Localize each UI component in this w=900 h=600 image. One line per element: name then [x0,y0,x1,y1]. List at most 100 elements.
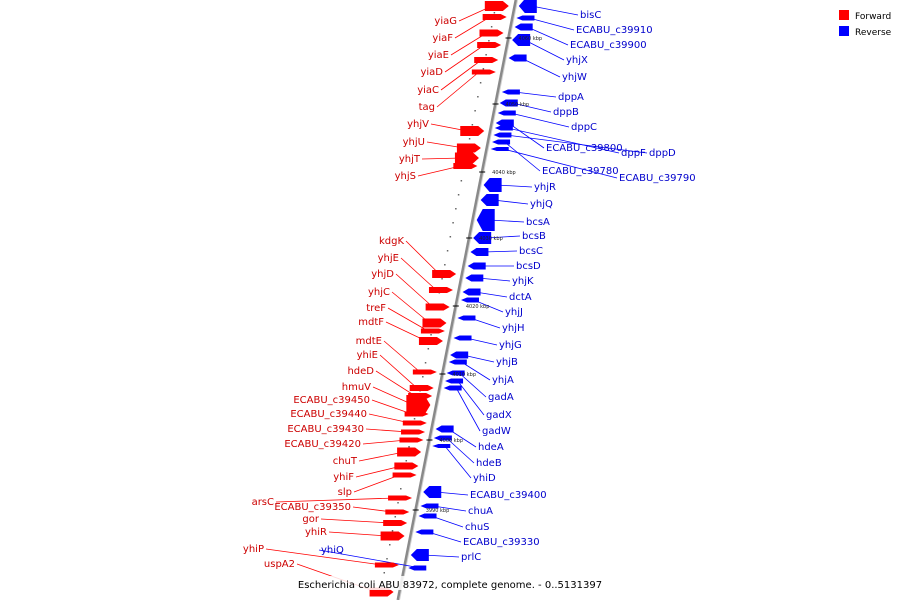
forward-gene-label[interactable]: yhjS [395,171,416,182]
reverse-gene-feature[interactable] [420,503,439,509]
reverse-gene-feature[interactable] [435,425,454,433]
forward-gene-label[interactable]: ECABU_c39450 [293,395,370,406]
forward-gene-feature[interactable] [425,303,450,311]
forward-gene-feature[interactable] [418,337,443,345]
reverse-gene-feature[interactable] [457,315,476,321]
forward-gene-label[interactable]: yhjE [378,253,399,264]
forward-gene-label[interactable]: chuT [333,456,358,467]
reverse-gene-label[interactable]: dctA [509,292,532,303]
forward-gene-label[interactable]: yhiP [243,544,264,555]
reverse-gene-label[interactable]: dppB [553,107,579,118]
reverse-gene-label[interactable]: yhjW [562,72,587,83]
forward-gene-label[interactable]: treF [366,303,386,314]
forward-gene-feature[interactable] [432,270,457,278]
reverse-gene-feature[interactable] [476,209,495,231]
reverse-gene-feature[interactable] [410,549,429,561]
reverse-gene-label[interactable]: yhjJ [505,307,523,318]
forward-gene-feature[interactable] [383,520,408,526]
reverse-gene-label[interactable]: yhjR [534,182,556,193]
forward-gene-feature[interactable] [394,462,419,470]
reverse-gene-label[interactable]: dppC [571,122,597,133]
forward-gene-label[interactable]: uspA2 [264,559,295,570]
reverse-gene-feature[interactable] [470,248,489,256]
reverse-gene-feature[interactable] [453,335,472,341]
reverse-gene-label[interactable]: ECABU_c39790 [619,173,696,184]
reverse-gene-feature[interactable] [473,232,492,244]
reverse-gene-feature[interactable] [465,274,484,282]
reverse-gene-label[interactable]: bisC [580,10,601,21]
reverse-gene-feature[interactable] [518,0,537,13]
reverse-gene-feature[interactable] [432,444,451,448]
reverse-gene-label[interactable]: dppF [621,148,646,159]
reverse-gene-feature[interactable] [512,34,531,46]
reverse-gene-feature[interactable] [490,147,509,151]
reverse-gene-feature[interactable] [508,54,527,62]
forward-gene-feature[interactable] [482,14,507,20]
forward-gene-feature[interactable] [454,152,479,164]
reverse-gene-feature[interactable] [448,359,467,365]
reverse-gene-feature[interactable] [443,385,462,391]
reverse-gene-label[interactable]: hdeB [476,458,502,469]
forward-gene-label[interactable]: slp [338,487,352,498]
reverse-gene-feature[interactable] [408,565,427,571]
reverse-gene-feature[interactable] [516,15,535,21]
forward-gene-label[interactable]: ECABU_c39420 [284,439,361,450]
reverse-gene-label[interactable]: gadX [486,410,512,421]
forward-gene-feature[interactable] [385,509,410,515]
reverse-gene-feature[interactable] [415,529,434,535]
reverse-gene-label[interactable]: ECABU_c39910 [576,25,653,36]
forward-gene-label[interactable]: kdgK [379,236,404,247]
forward-gene-label[interactable]: yiaE [428,50,449,61]
forward-gene-feature[interactable] [479,29,504,37]
reverse-gene-feature[interactable] [423,486,442,498]
reverse-gene-label[interactable]: ECABU_c39900 [570,40,647,51]
forward-gene-feature[interactable] [409,385,434,391]
reverse-gene-feature[interactable] [483,178,502,192]
forward-gene-label[interactable]: hmuV [342,382,371,393]
reverse-gene-label[interactable]: bcsB [522,231,546,242]
reverse-gene-label[interactable]: gadA [488,392,514,403]
forward-gene-label[interactable]: yhjU [403,137,425,148]
reverse-gene-label[interactable]: gadW [482,426,511,437]
reverse-gene-label[interactable]: chuA [468,506,493,517]
reverse-gene-label[interactable]: dppD [649,148,676,159]
forward-gene-feature[interactable] [420,328,445,334]
reverse-gene-label[interactable]: bcsC [519,246,543,257]
forward-gene-label[interactable]: yhjD [371,269,394,280]
reverse-gene-feature[interactable] [493,132,512,138]
forward-gene-feature[interactable] [392,472,417,478]
forward-gene-feature[interactable] [456,143,481,153]
reverse-gene-label[interactable]: bcsD [516,261,541,272]
forward-gene-feature[interactable] [397,447,422,457]
forward-gene-label[interactable]: yiaD [420,67,443,78]
forward-gene-feature[interactable] [401,429,426,435]
reverse-gene-feature[interactable] [467,262,486,270]
forward-gene-feature[interactable] [460,126,485,136]
forward-gene-label[interactable]: yhiF [333,472,354,483]
forward-gene-label[interactable]: gor [302,514,319,525]
reverse-gene-label[interactable]: yhiQ [321,545,344,556]
forward-gene-feature[interactable] [374,562,399,568]
reverse-gene-label[interactable]: bcsA [526,217,550,228]
forward-gene-feature[interactable] [412,369,437,375]
reverse-gene-feature[interactable] [501,89,520,95]
forward-gene-label[interactable]: yiaG [434,16,457,27]
reverse-gene-feature[interactable] [445,378,464,384]
reverse-gene-label[interactable]: yhjK [512,276,534,287]
reverse-gene-feature[interactable] [494,125,513,131]
reverse-gene-label[interactable]: yhjB [496,357,518,368]
reverse-gene-label[interactable]: ECABU_c39330 [463,537,540,548]
forward-gene-feature[interactable] [471,69,496,75]
reverse-gene-label[interactable]: chuS [465,522,490,533]
forward-gene-label[interactable]: yhjC [368,287,390,298]
forward-gene-feature[interactable] [474,57,499,63]
forward-gene-label[interactable]: hdeD [347,366,374,377]
reverse-gene-feature[interactable] [492,139,511,145]
reverse-gene-label[interactable]: yhjH [502,323,525,334]
forward-gene-label[interactable]: tag [419,102,435,113]
forward-gene-label[interactable]: ECABU_c39430 [287,424,364,435]
reverse-gene-feature[interactable] [495,119,514,127]
reverse-gene-feature[interactable] [497,110,516,116]
reverse-gene-label[interactable]: yhjQ [530,199,553,210]
reverse-gene-feature[interactable] [499,99,518,107]
